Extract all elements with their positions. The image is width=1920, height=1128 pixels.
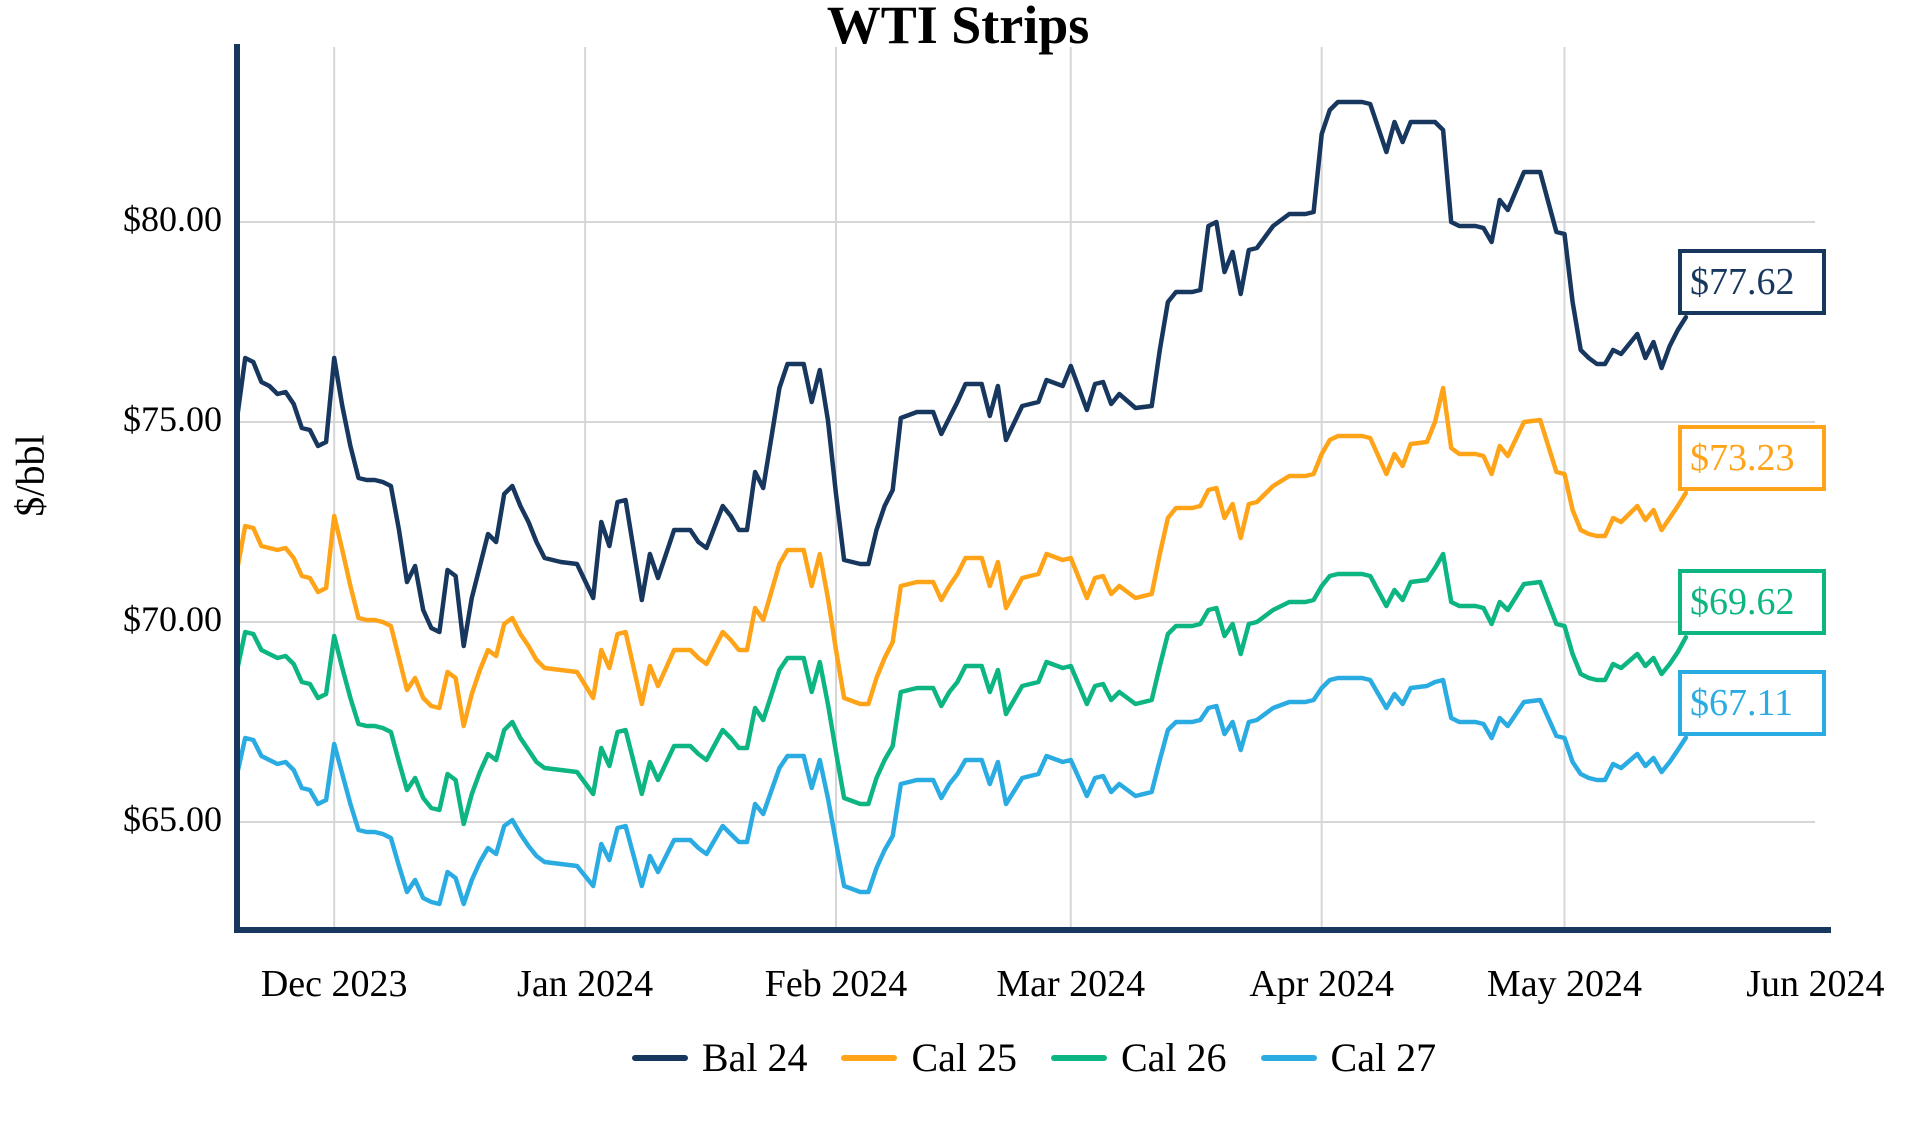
legend-item-bal-24: Bal 24: [631, 1035, 808, 1080]
legend-swatch-icon: [631, 1055, 688, 1061]
series-line-bal-24: [234, 99, 1689, 649]
end-value-label-cal-25: $73.23: [1678, 424, 1826, 491]
legend-item-cal-26: Cal 26: [1051, 1038, 1227, 1078]
x-tick-label: Mar 2024: [996, 963, 1146, 1005]
x-tick-label: Dec 2023: [260, 963, 408, 1005]
legend-item-cal-25: Cal 25: [841, 1038, 1017, 1078]
series-line-cal-27: [234, 675, 1689, 907]
legend-swatch-icon: [841, 1055, 898, 1061]
y-tick-label: $70.00: [123, 599, 222, 639]
end-value-label-bal-24: $77.62: [1678, 249, 1826, 316]
series-line-cal-26: [234, 551, 1689, 827]
end-value-label-cal-26: $69.62: [1678, 569, 1826, 636]
x-tick-label: Feb 2024: [764, 963, 908, 1005]
legend-label: Cal 25: [911, 1035, 1017, 1080]
legend-label: Bal 24: [701, 1035, 808, 1080]
x-tick-label: May 2024: [1486, 963, 1643, 1005]
y-tick-label: $65.00: [123, 799, 222, 839]
x-tick-label: Apr 2024: [1249, 963, 1394, 1005]
y-axis-title: $/bbl: [7, 434, 53, 517]
end-value-label-cal-27: $67.11: [1678, 669, 1826, 736]
legend: Bal 24 Cal 25 Cal 26 Cal 27: [237, 1038, 1831, 1078]
y-tick-label: $80.00: [123, 199, 222, 239]
x-tick-label: Jan 2024: [517, 963, 654, 1005]
legend-swatch-icon: [1051, 1055, 1107, 1061]
legend-item-cal-27: Cal 27: [1260, 1035, 1437, 1080]
series-line-cal-25: [234, 385, 1689, 729]
y-tick-label: $75.00: [123, 399, 222, 439]
legend-swatch-icon: [1260, 1055, 1317, 1061]
legend-label: Cal 27: [1330, 1035, 1437, 1080]
x-tick-label: Jun 2024: [1746, 963, 1885, 1005]
chart-title: WTI Strips: [826, 0, 1090, 55]
legend-label: Cal 26: [1121, 1035, 1227, 1080]
